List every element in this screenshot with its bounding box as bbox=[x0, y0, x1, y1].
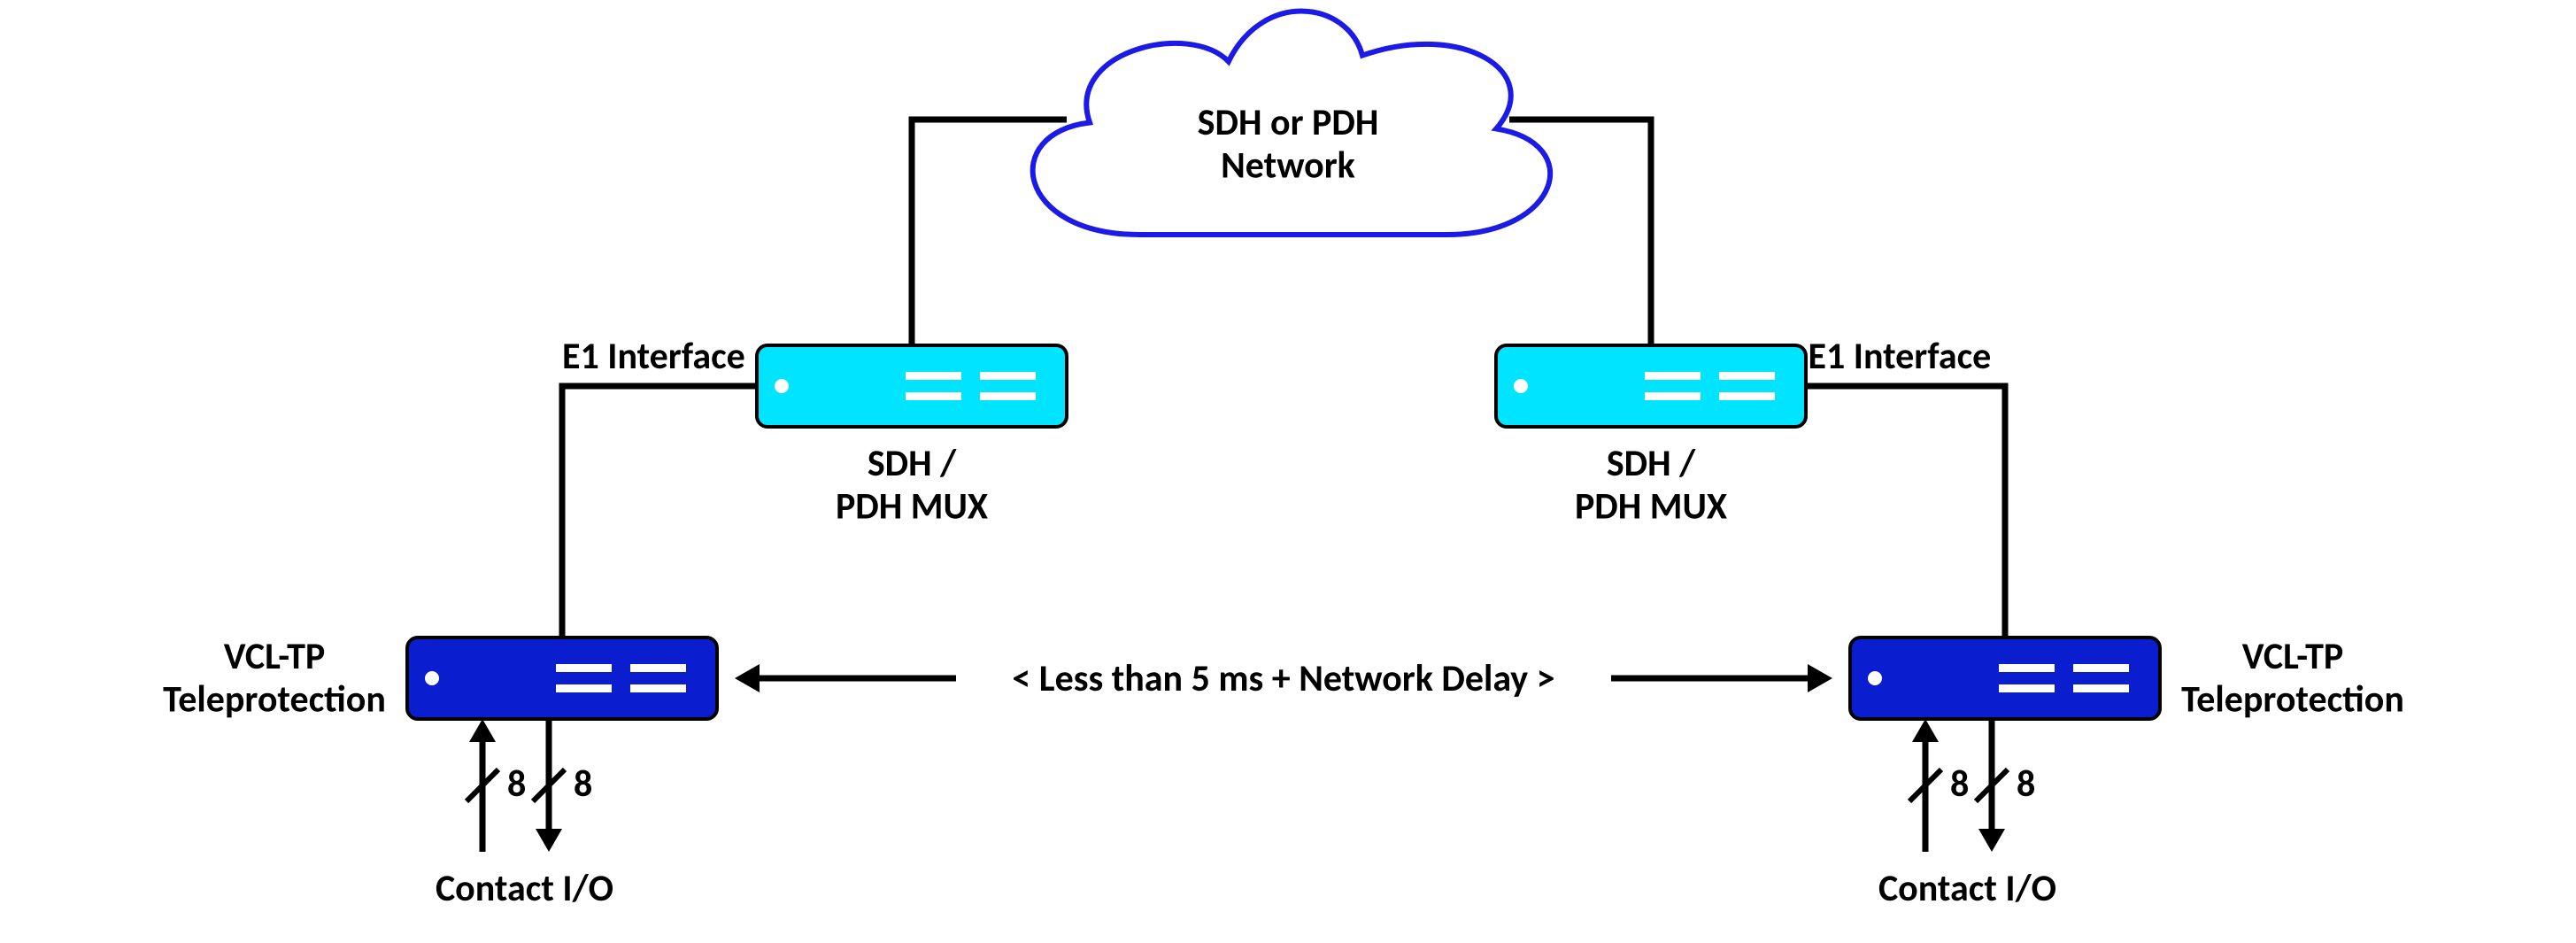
mux-left-label-1: SDH / bbox=[868, 441, 957, 486]
tp-right-label-2: Teleprotection bbox=[2181, 676, 2404, 722]
mux-left-label-2: PDH MUX bbox=[836, 483, 988, 529]
mux-left bbox=[757, 345, 1067, 427]
cloud-label-1: SDH or PDH bbox=[1198, 100, 1379, 145]
link-e1-left bbox=[562, 386, 757, 638]
io-count-label: 8 bbox=[574, 761, 592, 807]
io-count-label: 8 bbox=[1950, 761, 1969, 807]
cloud-network: SDH or PDH Network bbox=[1033, 12, 1551, 235]
tp-right-label-1: VCL-TP bbox=[2242, 634, 2344, 679]
link-e1-right bbox=[1806, 386, 2005, 638]
tp-left-label-2: Teleprotection bbox=[163, 676, 386, 722]
teleprotection-left bbox=[407, 638, 717, 719]
teleprotection-right bbox=[1850, 638, 2160, 719]
tp-left-label-1: VCL-TP bbox=[224, 634, 326, 679]
io-count-label: 8 bbox=[507, 761, 526, 807]
latency-label: < Less than 5 ms + Network Delay > bbox=[1012, 656, 1554, 701]
mux-right-label-2: PDH MUX bbox=[1575, 483, 1727, 529]
mux-right-label-1: SDH / bbox=[1607, 441, 1696, 486]
cloud-label-2: Network bbox=[1221, 143, 1355, 188]
e1-right-label: E1 Interface bbox=[1809, 334, 1992, 379]
contact-io-right: 88 bbox=[1909, 719, 2035, 852]
e1-left-label: E1 Interface bbox=[562, 334, 745, 379]
contact-io-left-label: Contact I/O bbox=[436, 866, 613, 911]
io-count-label: 8 bbox=[2017, 761, 2035, 807]
contact-io-left: 88 bbox=[467, 719, 592, 852]
contact-io-right-label: Contact I/O bbox=[1878, 866, 2056, 911]
mux-right bbox=[1496, 345, 1806, 427]
